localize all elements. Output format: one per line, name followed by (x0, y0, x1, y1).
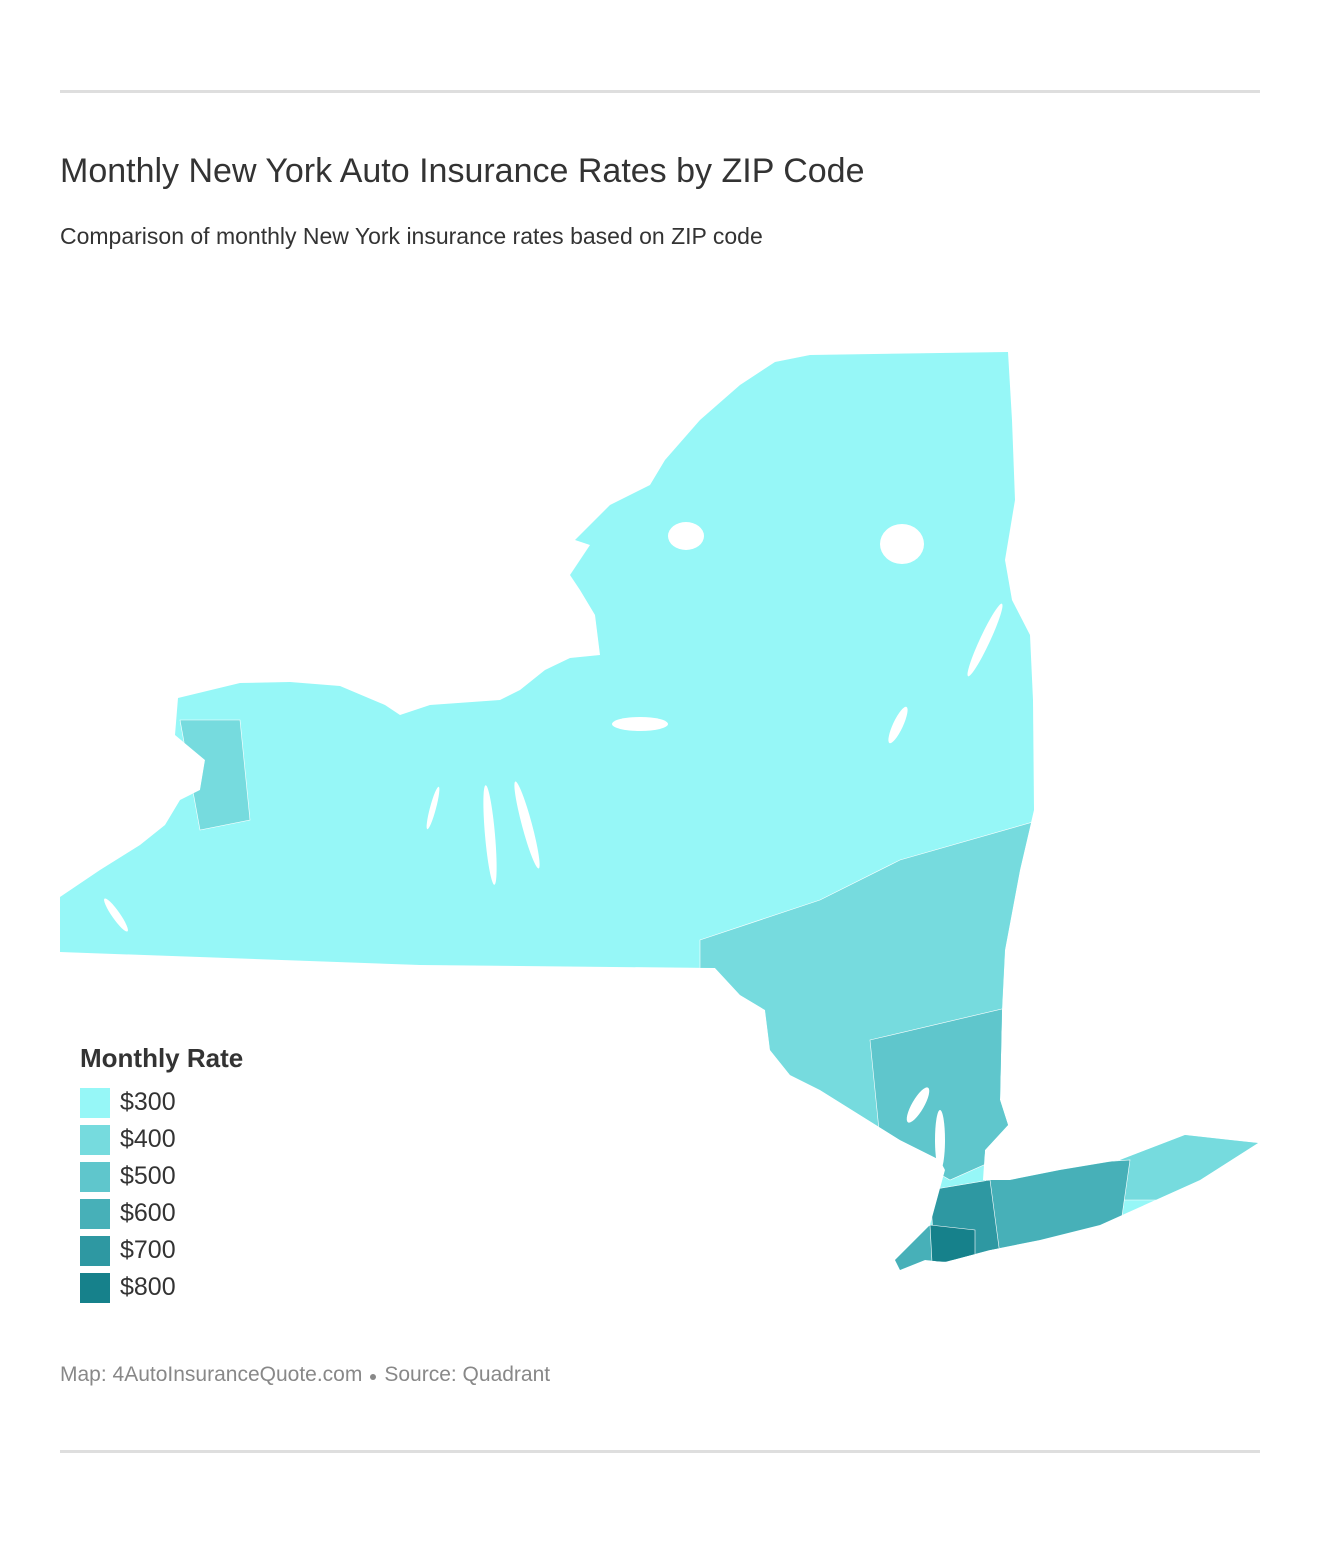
top-rule (60, 90, 1260, 93)
legend-items: $300 $400 $500 $600 $700 $800 (80, 1084, 243, 1306)
legend-label: $700 (120, 1236, 176, 1264)
legend-swatch (80, 1198, 110, 1229)
legend-item: $500 (80, 1158, 243, 1195)
separator (370, 1374, 377, 1380)
legend-label: $800 (120, 1273, 176, 1301)
region (984, 1159, 1131, 1261)
subtitle: Comparison of monthly New York insurance… (60, 223, 763, 249)
legend-swatch (80, 1235, 110, 1266)
bottom-rule (60, 1450, 1260, 1453)
credit: Map: 4AutoInsuranceQuote.com (60, 1363, 363, 1386)
legend-label: $300 (120, 1088, 176, 1116)
footer: Map: 4AutoInsuranceQuote.com Source: Qua… (60, 1363, 550, 1387)
legend-swatch (80, 1161, 110, 1192)
legend-label: $600 (120, 1199, 176, 1227)
region (1119, 1099, 1258, 1201)
legend-swatch (80, 1087, 110, 1118)
legend-item: $300 (80, 1084, 243, 1121)
legend-item: $800 (80, 1269, 243, 1306)
legend-item: $400 (80, 1121, 243, 1158)
legend-title: Monthly Rate (80, 1043, 244, 1073)
legend-label: $400 (120, 1125, 176, 1153)
legend: Monthly Rate $300 $400 $500 $600 $700 $800 (80, 1043, 243, 1306)
title: Monthly New York Auto Insurance Rates by… (60, 152, 865, 190)
legend-item: $600 (80, 1195, 243, 1232)
legend-label: $500 (120, 1162, 176, 1190)
region (929, 1224, 976, 1263)
legend-swatch (80, 1272, 110, 1303)
source: Source: Quadrant (384, 1363, 551, 1386)
legend-item: $700 (80, 1232, 243, 1269)
legend-swatch (80, 1124, 110, 1155)
lakes (104, 522, 1003, 1170)
